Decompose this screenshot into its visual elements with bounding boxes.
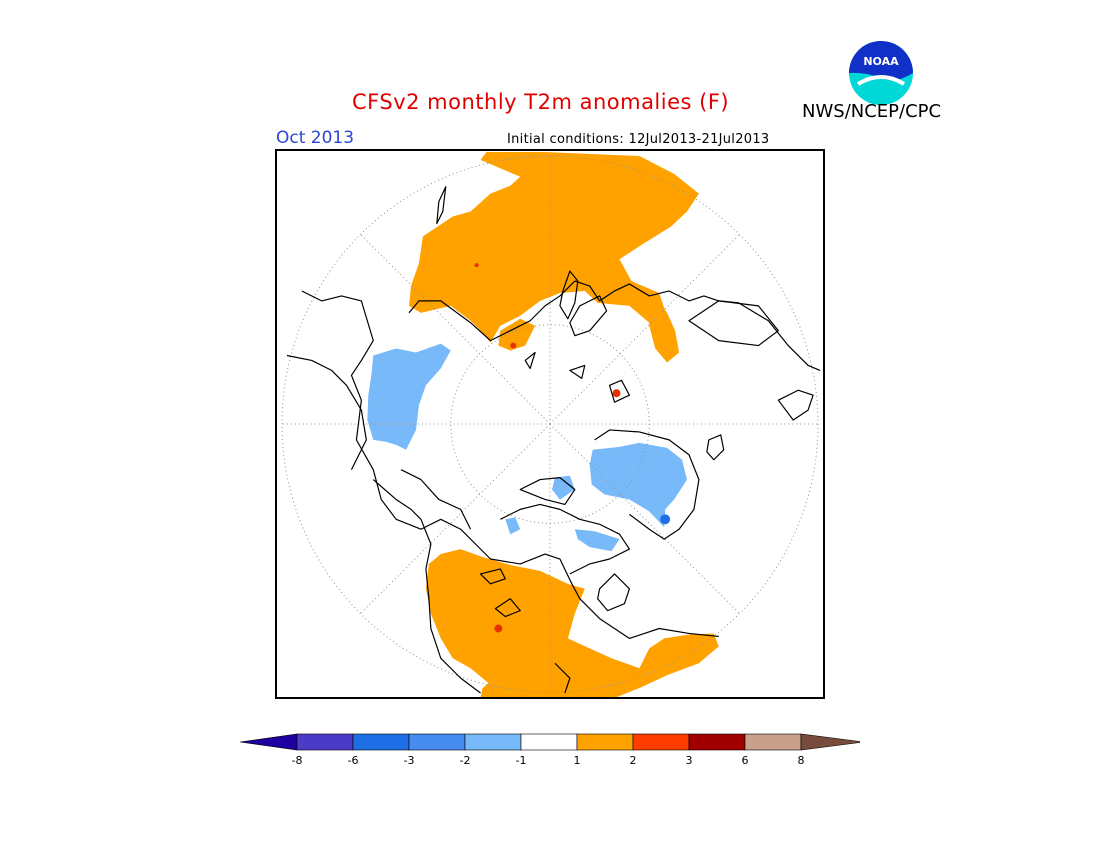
anomaly-hotspots (474, 263, 621, 633)
anomaly-archipelago-cool (574, 529, 620, 552)
logo-text: NOAA (863, 55, 899, 68)
anomaly-us-warm (425, 549, 719, 697)
colorbar-cell (352, 733, 410, 751)
colorbar-tick-label: 1 (574, 754, 581, 767)
colorbar-cell (296, 733, 354, 751)
anomaly-siberia-cool (367, 343, 451, 450)
noaa-logo: NOAA (849, 41, 913, 105)
anomaly-russia-warm (409, 151, 699, 343)
polar-map (281, 151, 821, 697)
map-panel (275, 149, 825, 699)
colorbar-tick-label: -8 (292, 754, 303, 767)
anomaly-shading (367, 151, 719, 697)
anomaly-ural-warm (647, 300, 680, 363)
colorbar-tick-label: -6 (348, 754, 359, 767)
anomaly-coldspot (660, 514, 671, 525)
anomaly-islands-cool (505, 475, 575, 535)
agency-label: NWS/NCEP/CPC (802, 101, 942, 122)
colorbar-arrow-right (800, 733, 860, 751)
colorbar-tick-label: 2 (630, 754, 637, 767)
graticule (281, 155, 819, 693)
map-title: CFSv2 monthly T2m anomalies (F) (352, 90, 730, 114)
initial-conditions-label: Initial conditions: 12Jul2013-21Jul2013 (507, 132, 770, 147)
anomaly-canada-cool (589, 442, 687, 528)
colorbar-cell (576, 733, 634, 751)
colorbar-cell (688, 733, 746, 751)
colorbar-cell (632, 733, 690, 751)
colorbar-tick-label: 6 (742, 754, 749, 767)
colorbar-cell (520, 733, 578, 751)
colorbar-tick-label: -2 (460, 754, 471, 767)
colorbar-tick-label: -1 (516, 754, 527, 767)
colorbar-arrow-left (240, 733, 298, 751)
colorbar-cell (408, 733, 466, 751)
month-label: Oct 2013 (276, 128, 355, 148)
colorbar-tick-label: 3 (686, 754, 693, 767)
colorbar-cell (464, 733, 522, 751)
colorbar-tick-label: 8 (798, 754, 805, 767)
coastlines (286, 186, 821, 694)
colorbar-tick-label: -3 (404, 754, 415, 767)
anomaly-scandinavia-warm (498, 318, 536, 351)
colorbar: -8 -6 -3 -2 -1 1 2 3 6 8 (240, 733, 860, 767)
colorbar-cell (744, 733, 802, 751)
